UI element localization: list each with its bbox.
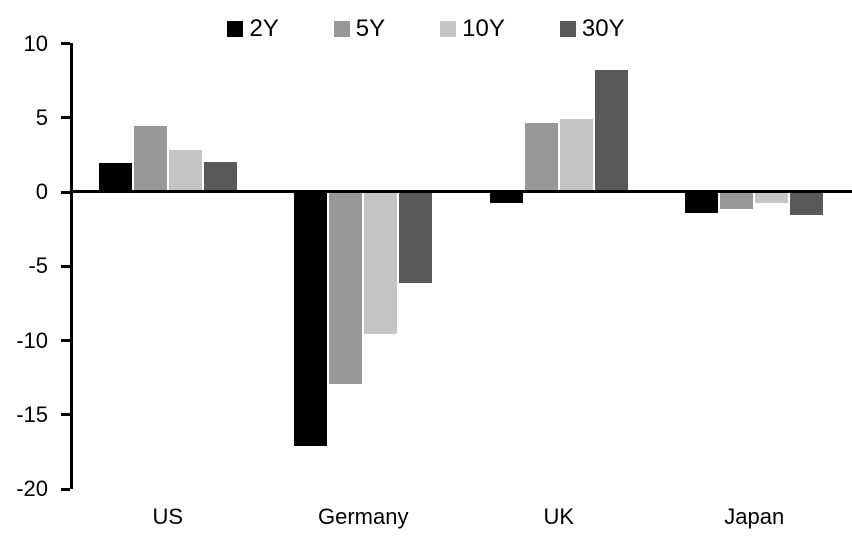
y-tick-mark: [61, 264, 70, 268]
x-axis-label-japan: Japan: [724, 504, 785, 529]
y-tick-mark: [61, 42, 70, 45]
legend-label: 30Y: [581, 15, 625, 42]
legend-item-10y: 10Y: [440, 17, 505, 41]
bar-uk-10y: [558, 117, 594, 192]
y-tick-mark: [61, 487, 70, 491]
legend-label: 5Y: [355, 15, 386, 42]
y-tick-label: -15: [16, 401, 48, 427]
bar-us-5y: [132, 125, 168, 192]
bar-germany-5y: [328, 192, 364, 386]
legend-swatch-icon: [227, 21, 244, 37]
bar-uk-5y: [523, 122, 559, 192]
bar-japan-2y: [684, 192, 720, 215]
legend-item-5y: 5Y: [333, 15, 386, 42]
y-tick-label: -5: [28, 253, 48, 279]
bar-us-30y: [202, 160, 238, 192]
bar-japan-10y: [754, 192, 790, 204]
y-tick-label: 10: [23, 30, 48, 56]
legend-item-30y: 30Y: [559, 15, 625, 42]
bar-uk-30y: [593, 68, 629, 192]
zero-baseline: [70, 190, 852, 193]
y-tick-label: -20: [16, 476, 48, 501]
bar-japan-5y: [719, 192, 755, 210]
legend-swatch-icon: [440, 21, 457, 37]
y-tick-mark: [61, 413, 70, 417]
y-tick-mark: [61, 190, 70, 194]
chart-legend: 2Y 5Y 10Y 30Y: [0, 12, 852, 46]
bar-us-2y: [97, 162, 133, 192]
x-axis-label-uk: UK: [543, 504, 575, 529]
x-axis-label-us: US: [152, 504, 184, 529]
bar-germany-10y: [363, 192, 399, 335]
legend-item-2y: 2Y: [227, 15, 279, 42]
y-tick-label: -10: [16, 327, 48, 353]
bar-us-10y: [167, 148, 203, 192]
y-tick-label: 5: [35, 104, 48, 130]
legend-swatch-icon: [333, 21, 350, 37]
bar-japan-30y: [789, 192, 825, 216]
y-tick-mark: [61, 339, 70, 342]
y-tick-label: 0: [35, 179, 48, 204]
bar-germany-2y: [293, 192, 329, 448]
legend-swatch-icon: [559, 21, 576, 37]
x-axis-label-germany: Germany: [318, 504, 409, 529]
y-axis-line: [70, 43, 73, 489]
legend-label: 2Y: [249, 15, 279, 42]
legend-label: 10Y: [462, 15, 505, 42]
bar-germany-30y: [398, 192, 434, 285]
bar-uk-2y: [488, 192, 524, 204]
y-tick-mark: [61, 116, 70, 120]
